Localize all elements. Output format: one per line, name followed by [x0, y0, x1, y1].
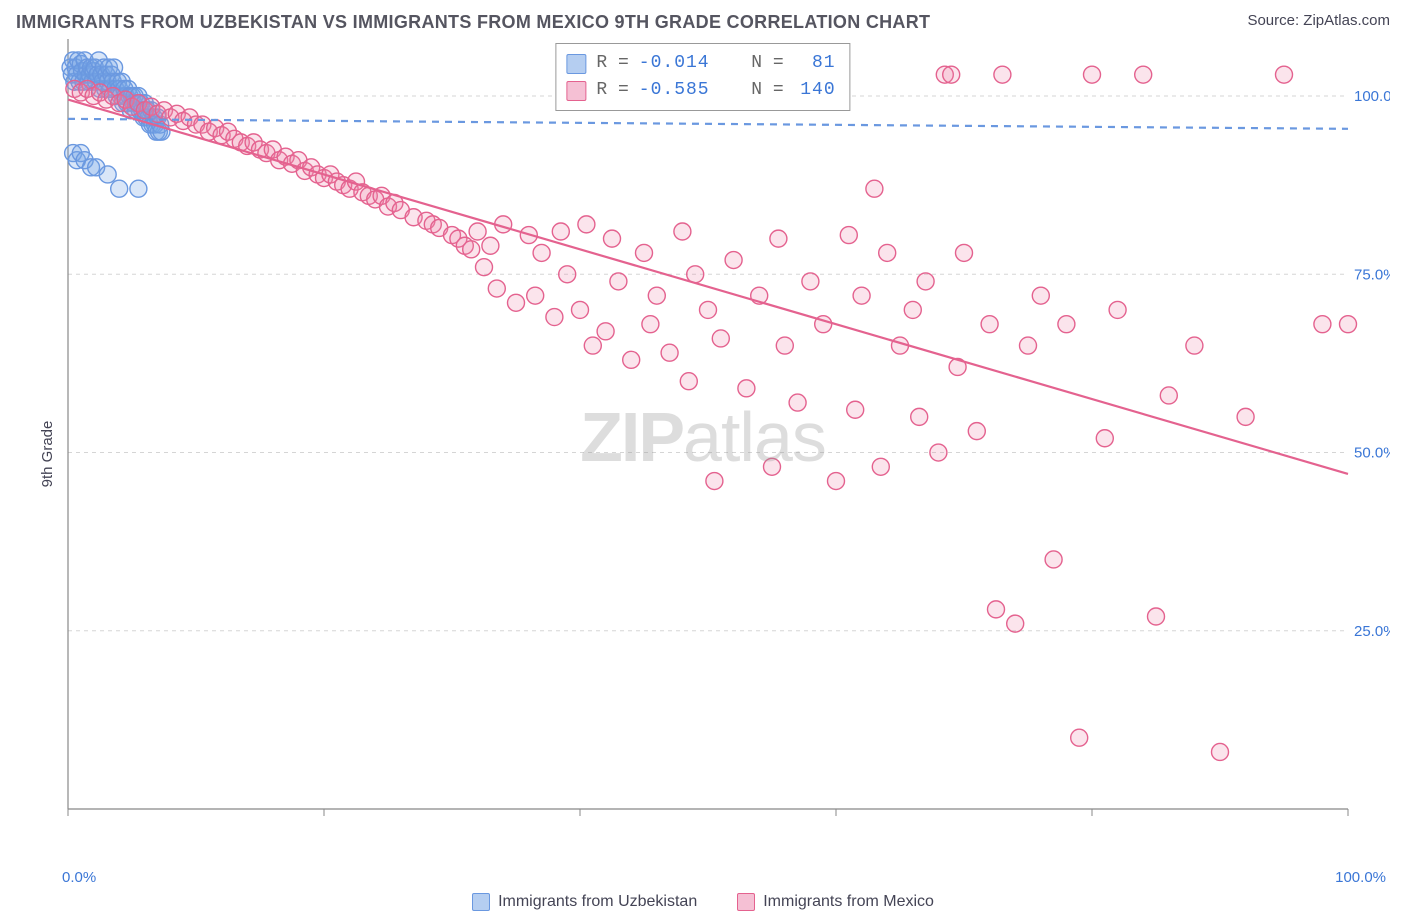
- x-axis-min-label: 0.0%: [62, 869, 96, 886]
- stats-n-value: 81: [794, 50, 836, 77]
- legend-label: Immigrants from Uzbekistan: [498, 893, 697, 911]
- svg-text:25.0%: 25.0%: [1354, 623, 1390, 640]
- y-axis-label: 9th Grade: [39, 421, 56, 488]
- chart-title: IMMIGRANTS FROM UZBEKISTAN VS IMMIGRANTS…: [16, 12, 930, 33]
- svg-text:75.0%: 75.0%: [1354, 266, 1390, 283]
- svg-text:100.0%: 100.0%: [1354, 88, 1390, 105]
- legend-swatch: [472, 893, 490, 911]
- legend-item: Immigrants from Mexico: [737, 893, 934, 911]
- stats-r-value: -0.585: [639, 77, 710, 104]
- series-legend: Immigrants from Uzbekistan Immigrants fro…: [16, 893, 1390, 911]
- stats-swatch: [566, 54, 586, 74]
- source-credit: Source: ZipAtlas.com: [1247, 12, 1390, 29]
- stats-r-label: R =: [596, 77, 628, 104]
- correlation-stats-box: R = -0.014 N = 81 R = -0.585 N = 140: [555, 43, 850, 111]
- stats-r-label: R =: [596, 50, 628, 77]
- stats-swatch: [566, 81, 586, 101]
- legend-label: Immigrants from Mexico: [763, 893, 934, 911]
- stats-n-label: N =: [751, 50, 783, 77]
- svg-text:50.0%: 50.0%: [1354, 445, 1390, 462]
- x-axis-max-label: 100.0%: [1335, 869, 1386, 886]
- x-axis-end-labels: 0.0% 100.0%: [16, 869, 1390, 889]
- legend-swatch: [737, 893, 755, 911]
- stats-row: R = -0.585 N = 140: [566, 77, 835, 104]
- stats-n-value: 140: [794, 77, 836, 104]
- scatter-chart-svg: 25.0% 50.0% 75.0% 100.0%: [16, 39, 1390, 819]
- stats-r-value: -0.014: [639, 50, 710, 77]
- stats-n-label: N =: [751, 77, 783, 104]
- legend-item: Immigrants from Uzbekistan: [472, 893, 697, 911]
- chart-area: 9th Grade 25.0%50.0%75.0%100.0% ZIPatlas…: [16, 39, 1390, 869]
- stats-row: R = -0.014 N = 81: [566, 50, 835, 77]
